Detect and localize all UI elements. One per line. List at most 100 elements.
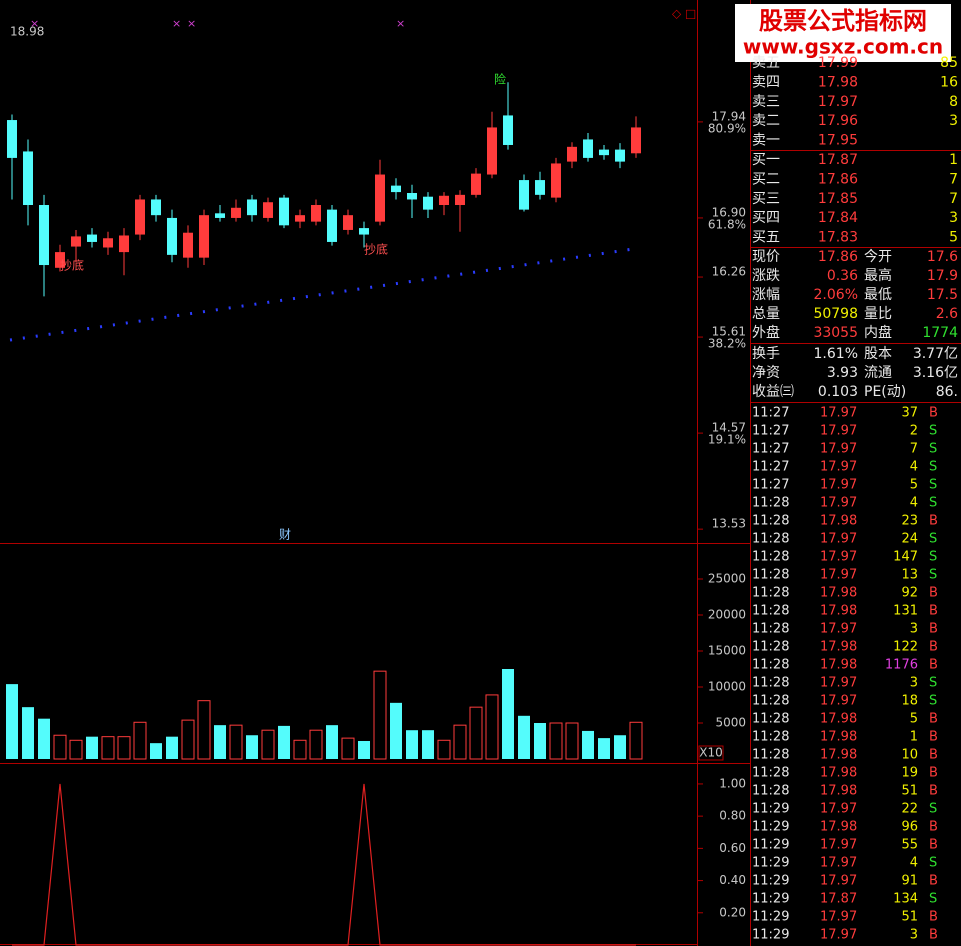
book-price: 17.98	[818, 74, 858, 90]
quote-label: 换手	[752, 345, 780, 362]
level-label: 80.9%	[708, 121, 746, 135]
trade-side: S	[929, 460, 937, 475]
book-volume: 3	[949, 210, 958, 226]
trade-volume: 147	[893, 550, 918, 565]
volume-bar	[117, 736, 131, 760]
book-volume: 16	[940, 74, 958, 90]
quote-value: 2.6	[936, 306, 958, 322]
trade-volume: 51	[901, 784, 918, 799]
candle-body	[87, 234, 97, 242]
level-label: 61.8%	[708, 217, 746, 231]
trade-price: 17.97	[820, 874, 857, 889]
book-volume: 8	[949, 94, 958, 110]
quote-label: 收益㈢	[752, 384, 794, 400]
volume-bar	[309, 729, 323, 760]
annotation: 抄底	[364, 242, 388, 257]
volume-bar	[246, 735, 258, 759]
trade-price: 17.97	[820, 550, 857, 565]
trade-side: B	[929, 514, 938, 529]
trade-price: 17.98	[820, 604, 857, 619]
trade-price: 17.97	[820, 802, 857, 817]
book-price: 17.84	[818, 210, 858, 226]
volume-bar	[6, 684, 18, 759]
trade-side: S	[929, 550, 937, 565]
candle-body	[231, 207, 241, 218]
trade-side: S	[929, 424, 937, 439]
annotation: 财	[279, 528, 291, 542]
quote-label: 今开	[864, 249, 892, 265]
candle-body	[247, 199, 257, 216]
quote-value: 3.93	[827, 365, 858, 381]
trade-time: 11:28	[752, 604, 789, 619]
book-price: 17.99	[818, 55, 858, 71]
candle-body	[7, 120, 17, 158]
trade-side: S	[929, 802, 937, 817]
quote-label: 流通	[864, 365, 892, 381]
trade-price: 17.97	[820, 928, 857, 943]
candle-body	[519, 180, 529, 210]
logo: 股票公式指标网	[759, 7, 927, 35]
trade-time: 11:28	[752, 748, 789, 763]
trade-price: 17.98	[820, 748, 857, 763]
top-markers: × × × ×	[30, 17, 405, 30]
trade-side: S	[929, 532, 937, 547]
volume-bar	[422, 730, 434, 759]
candle-body	[567, 146, 577, 162]
trade-price: 17.97	[820, 424, 857, 439]
quote-label: 现价	[752, 249, 780, 265]
candle-body	[631, 127, 641, 154]
candle-body	[135, 199, 145, 235]
book-label: 卖二	[752, 113, 780, 129]
trade-time: 11:28	[752, 676, 789, 691]
candle-body	[599, 149, 609, 156]
trade-side: B	[929, 586, 938, 601]
trade-price: 17.98	[820, 712, 857, 727]
trade-time: 11:29	[752, 874, 789, 889]
quote-label: 最高	[864, 267, 892, 284]
trade-side: S	[929, 676, 937, 691]
volume-bar	[278, 725, 290, 759]
quote-value: 1774	[922, 325, 958, 341]
book-price: 17.86	[818, 171, 858, 187]
trade-side: B	[929, 874, 938, 889]
book-price: 17.96	[818, 113, 858, 129]
y-tick-label: 0.80	[719, 809, 746, 823]
quote-value: 50798	[813, 306, 858, 322]
trade-time: 11:29	[752, 838, 789, 853]
trade-volume: 1176	[885, 658, 918, 673]
trade-price: 17.97	[820, 910, 857, 925]
candle-body	[583, 139, 593, 158]
trade-volume: 4	[910, 856, 918, 871]
candle-body	[23, 151, 33, 206]
candle-body	[199, 215, 209, 258]
book-price: 17.97	[818, 94, 858, 110]
candle-body	[151, 199, 161, 216]
trade-time: 11:28	[752, 568, 789, 583]
trade-price: 17.98	[820, 766, 857, 781]
volume-bar	[358, 741, 370, 759]
svg-text:×: ×	[30, 17, 39, 30]
candle-body	[311, 205, 321, 222]
y-tick-label: 13.53	[712, 517, 746, 531]
trade-side: B	[929, 622, 938, 637]
trade-volume: 37	[901, 406, 918, 421]
logo-box	[735, 4, 951, 62]
y-tick-label: 0.20	[719, 905, 746, 919]
y-tick-label: 0.60	[719, 841, 746, 855]
trade-price: 17.97	[820, 496, 857, 511]
window-icons[interactable]: ◇ □	[672, 7, 696, 21]
trade-volume: 134	[893, 892, 918, 907]
trade-side: B	[929, 766, 938, 781]
volume-bar	[293, 739, 307, 760]
quote-label: PE(动)	[864, 384, 906, 400]
trade-time: 11:28	[752, 622, 789, 637]
quote-label: 总量	[752, 306, 780, 322]
book-price: 17.83	[818, 230, 858, 246]
volume-bar	[629, 721, 643, 760]
y-tick-label: 16.90	[712, 205, 746, 219]
book-label: 卖五	[752, 55, 780, 71]
volume-bar	[502, 669, 514, 759]
trade-time: 11:28	[752, 784, 789, 799]
trade-side: B	[929, 730, 938, 745]
